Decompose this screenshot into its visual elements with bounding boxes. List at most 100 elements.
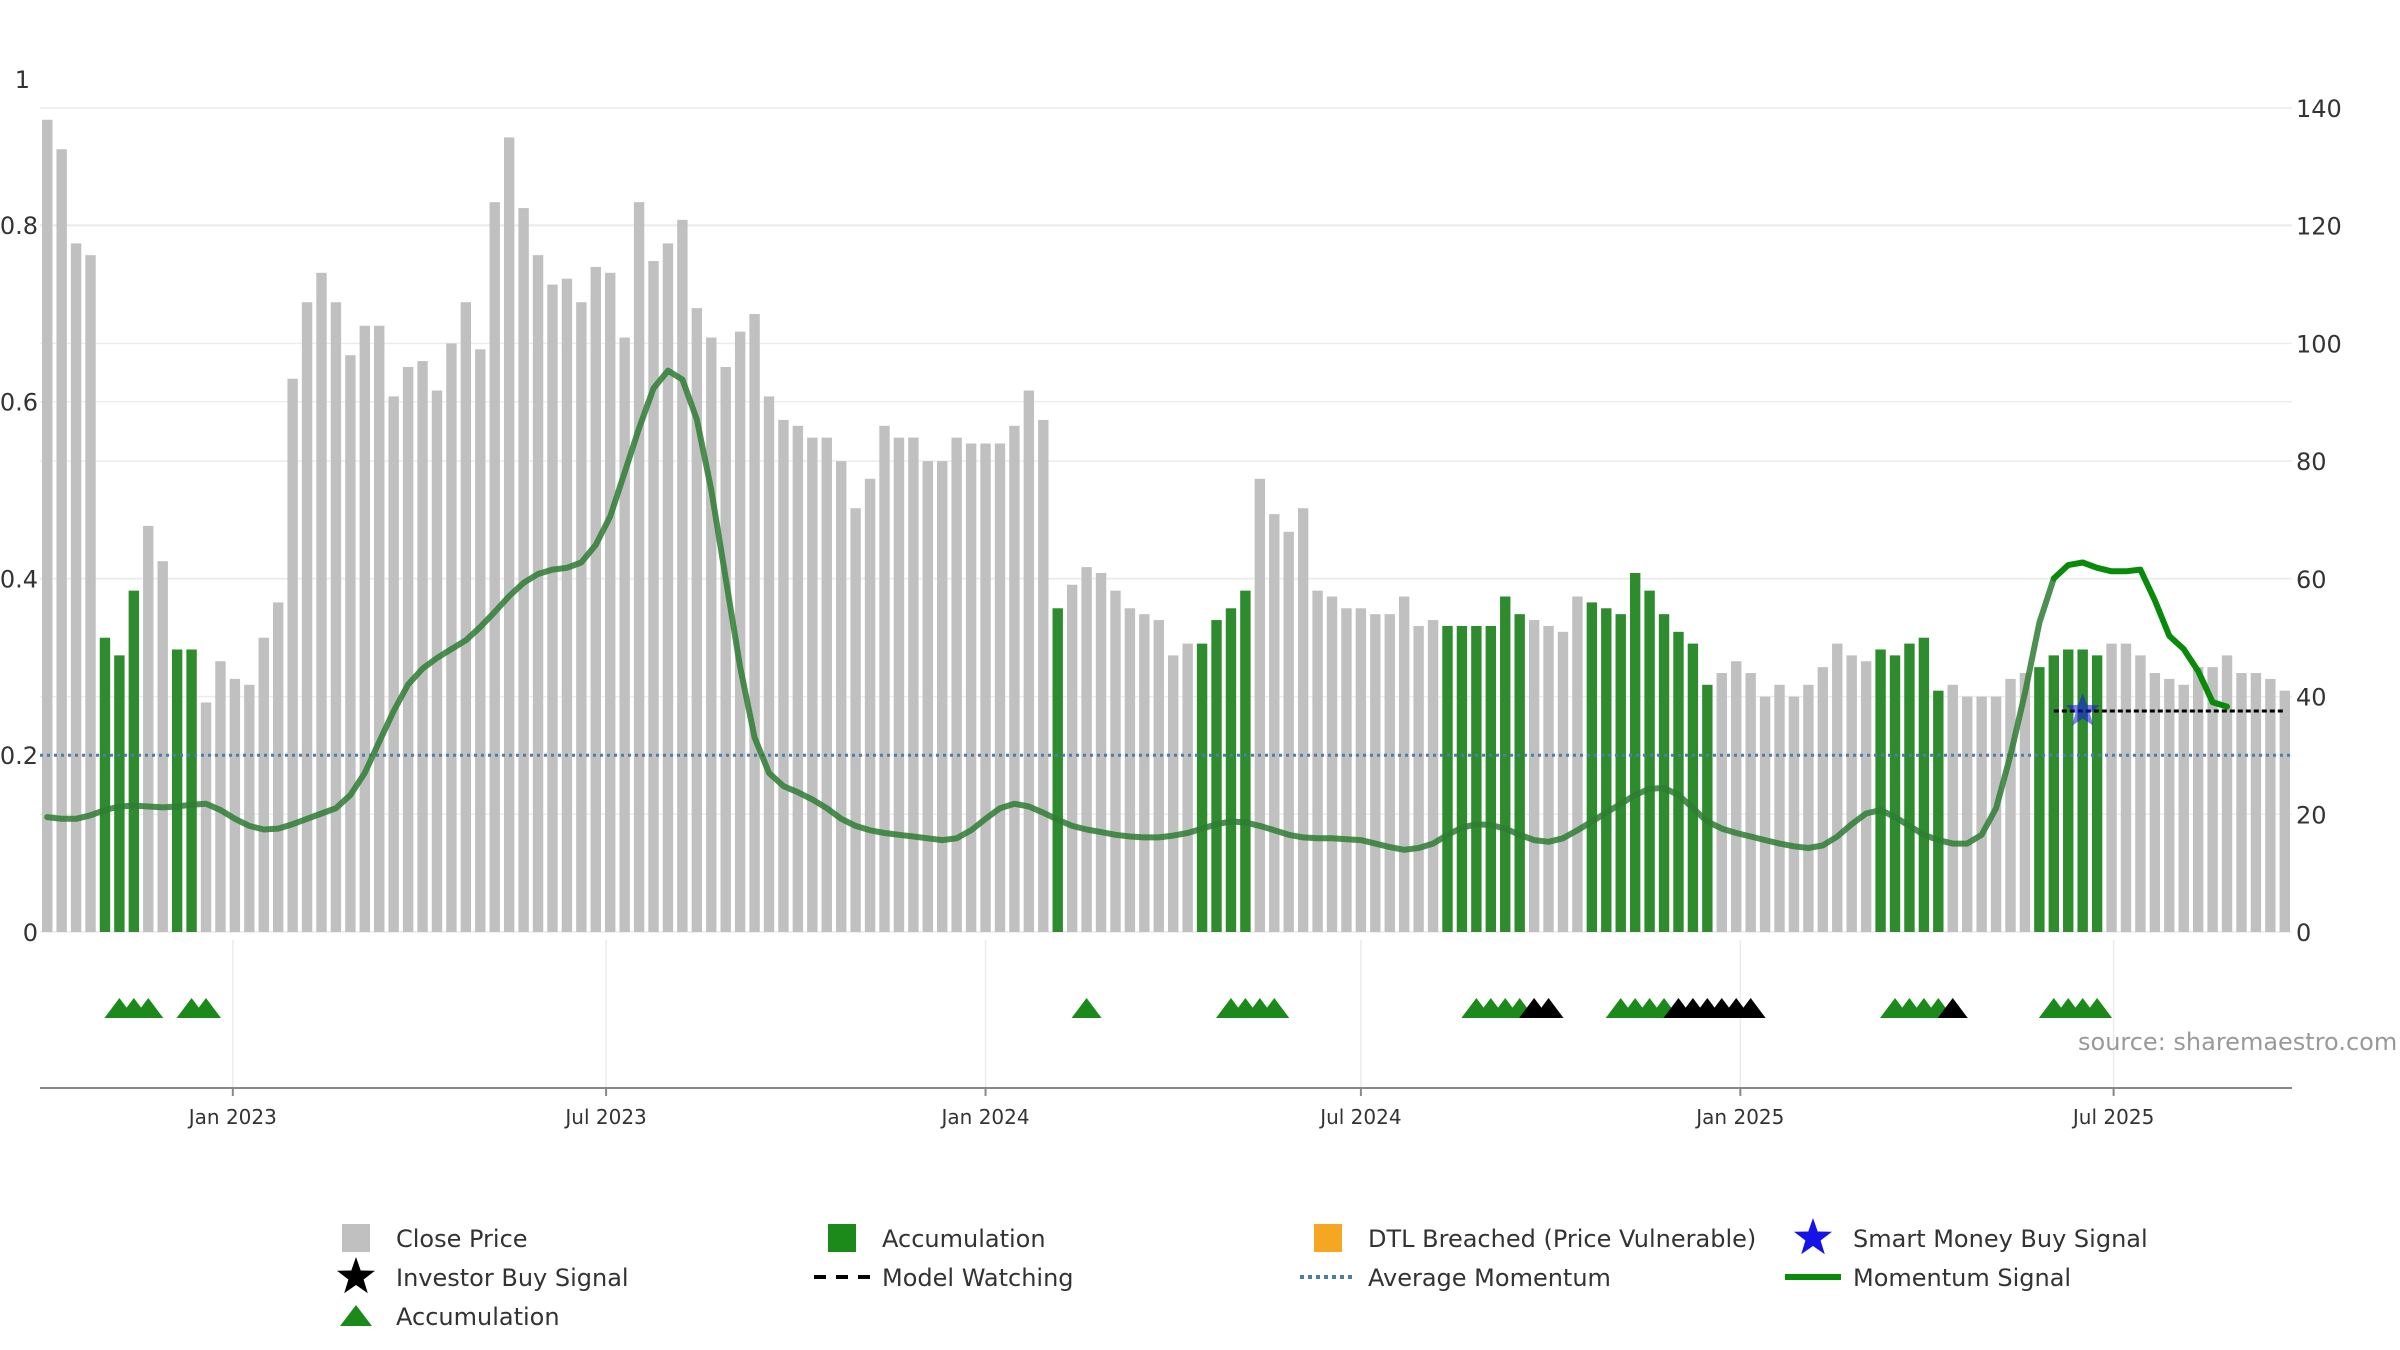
close-price-bar [1023,390,1035,932]
legend-item: Momentum Signal [1785,1264,2071,1292]
accumulation-triangle [1071,998,1102,1018]
close-price-bar [301,302,313,932]
markers-layer [104,693,2113,1018]
close-price-bar [1528,620,1540,932]
investor-buy-triangle [1735,998,1766,1018]
grid-layer [40,107,2292,1088]
close-price-bar [965,443,977,932]
left-axis-tick-label: 0.2 [0,742,38,770]
close-price-bar [980,443,991,932]
close-price-bar [850,508,861,932]
accumulation-bar [1615,614,1626,932]
close-price-bar [272,602,284,932]
close-price-bar [951,437,962,932]
right-axis-tick-label: 100 [2296,330,2342,358]
close-price-bar [85,255,96,933]
close-price-bar [1774,684,1785,932]
legend-star-icon [1794,1218,1832,1255]
close-price-bar [908,437,919,932]
left-axis-tick-label: 0.6 [0,389,38,417]
accumulation-bar [2091,655,2103,932]
close-price-bar [763,396,775,932]
accumulation-triangle [2082,998,2113,1018]
right-axis-tick-label: 40 [2296,684,2327,712]
legend-item: Investor Buy Signal [337,1257,629,1294]
left-axis-top-label: 1 [15,66,30,94]
momentum-signal-line [44,367,2057,853]
close-price-bar [489,202,500,932]
accumulation-bar [2048,655,2060,932]
close-price-bar [1543,625,1554,932]
legend-label: Average Momentum [1368,1264,1611,1292]
close-price-bar [402,366,414,932]
close-price-bar [821,437,832,932]
accumulation-bar [171,649,183,932]
right-axis-tick-label: 120 [2296,213,2342,241]
close-price-bar [1716,673,1727,932]
close-price-bar [691,308,703,933]
close-price-bar [475,349,486,932]
close-price-bar [1081,567,1092,932]
accumulation-bar [1196,643,1208,932]
accumulation-bar [1485,625,1497,932]
close-price-bar [994,443,1006,932]
close-price-bar [215,661,226,932]
close-price-bar [2207,667,2218,932]
investor-buy-triangle [1533,998,1564,1018]
accumulation-bar [1471,625,1482,932]
close-price-bar [1355,608,1367,932]
close-price-bar [1066,584,1078,932]
close-price-bar [316,272,327,932]
accumulation-triangle [133,998,164,1018]
close-price-bar [1182,643,1193,932]
close-price-bar [330,302,342,932]
close-price-bar [1413,625,1424,932]
close-price-bar [2164,678,2175,932]
lines-layer [40,367,2292,853]
close-price-bar [2221,655,2233,932]
close-price-bar [1139,614,1150,932]
close-price-bar [720,366,731,932]
legend-item: Smart Money Buy Signal [1794,1218,2148,1255]
accumulation-bar [128,590,140,932]
legend-swatch [342,1224,370,1252]
close-price-bar [937,461,948,932]
legend-label: DTL Breached (Price Vulnerable) [1368,1225,1756,1253]
left-axis-tick-label: 0.4 [0,565,38,593]
close-price-bar [1976,696,1987,932]
x-axis-tick-label: Jul 2025 [2071,1105,2154,1129]
accumulation-bar [1442,625,1453,932]
accumulation-bar [1918,637,1930,932]
x-axis-tick-label: Jul 2023 [563,1105,646,1129]
close-price-bar [2106,643,2117,932]
close-price-bar [2019,673,2031,932]
accumulation-bar [1875,649,1886,932]
close-price-bar [879,425,890,932]
accumulation-bar [1933,690,1944,932]
legend-item: DTL Breached (Price Vulnerable) [1314,1224,1756,1253]
close-price-bar [749,314,760,932]
accumulation-bar [186,649,197,932]
close-price-bar [532,255,544,933]
close-price-bar [1759,696,1771,932]
legend-label: Accumulation [882,1225,1046,1253]
accumulation-bar [1052,608,1063,932]
close-price-bar [388,396,399,932]
close-price-bar [1168,655,1179,932]
legend-triangle-icon [340,1305,372,1326]
close-price-bar [1312,590,1323,932]
close-price-bar [1326,596,1338,932]
smart-money-buy-star [2065,693,2100,726]
accumulation-bar [1500,596,1511,932]
close-price-bar [1283,531,1294,932]
close-price-bar [359,325,371,932]
close-price-bar [1731,661,1742,932]
right-axis-tick-label: 60 [2296,566,2327,594]
accumulation-bar [1456,625,1468,932]
close-price-bar [2236,673,2247,932]
accumulation-bar [1889,655,1901,932]
legend-label: Smart Money Buy Signal [1853,1225,2148,1253]
legend-item: Close Price [342,1224,528,1253]
close-price-bar [1860,661,1872,932]
